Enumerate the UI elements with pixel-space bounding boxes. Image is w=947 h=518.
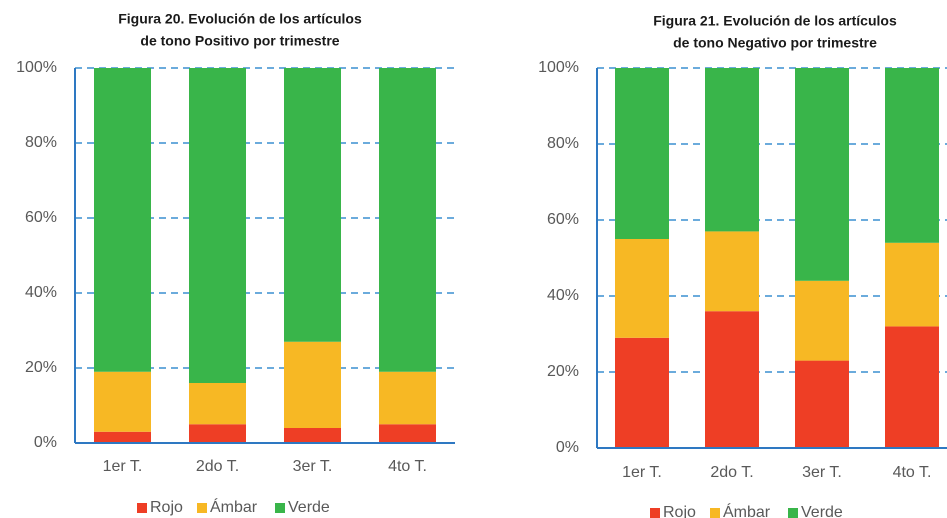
- bar-segment: [795, 280, 849, 361]
- bar-segment: [615, 68, 669, 239]
- bar-segment: [189, 383, 246, 425]
- bar-segment: [94, 68, 151, 372]
- bar-segment: [705, 68, 759, 232]
- x-tick-label: 1er T.: [622, 464, 662, 481]
- x-tick-label: 1er T.: [103, 458, 143, 475]
- chart-title: de tono Negativo por trimestre: [673, 35, 877, 51]
- bar-segment: [379, 424, 436, 443]
- bar-segment: [705, 231, 759, 312]
- y-tick-label: 100%: [16, 59, 57, 76]
- legend-label: Ámbar: [210, 497, 258, 516]
- y-tick-label: 40%: [25, 284, 57, 301]
- bar-segment: [189, 68, 246, 383]
- legend-swatch: [275, 503, 285, 513]
- y-tick-label: 60%: [25, 209, 57, 226]
- y-tick-label: 20%: [25, 359, 57, 376]
- chart-title: Figura 21. Evolución de los artículos: [653, 13, 897, 29]
- y-tick-label: 80%: [25, 134, 57, 151]
- x-tick-label: 2do T.: [710, 464, 753, 481]
- x-tick-label: 4to T.: [388, 458, 427, 475]
- bar-segment: [705, 311, 759, 448]
- chart: Figura 20. Evolución de los artículos de …: [16, 11, 455, 516]
- legend-label: Verde: [801, 504, 843, 518]
- bar-segment: [795, 68, 849, 281]
- y-tick-label: 0%: [34, 434, 57, 451]
- y-tick-label: 60%: [547, 211, 579, 228]
- x-tick-label: 2do T.: [196, 458, 239, 475]
- legend-swatch: [710, 508, 720, 518]
- bar-segment: [885, 68, 939, 243]
- y-tick-label: 40%: [547, 287, 579, 304]
- y-tick-label: 0%: [556, 439, 579, 456]
- x-tick-label: 3er T.: [802, 464, 842, 481]
- legend-swatch: [137, 503, 147, 513]
- legend-label: Verde: [288, 499, 330, 516]
- y-tick-label: 20%: [547, 363, 579, 380]
- bar-segment: [885, 326, 939, 448]
- bar-segment: [795, 360, 849, 448]
- bar-segment: [284, 341, 341, 428]
- legend-label: Rojo: [663, 504, 696, 518]
- bar-segment: [284, 68, 341, 342]
- bar-segment: [189, 424, 246, 443]
- x-tick-label: 3er T.: [293, 458, 333, 475]
- bar-segment: [615, 239, 669, 338]
- chart-title: de tono Positivo por trimestre: [140, 33, 339, 49]
- chart: Figura 21. Evolución de los artículos de …: [538, 13, 947, 518]
- bar-segment: [379, 68, 436, 372]
- bar-segment: [615, 337, 669, 448]
- x-tick-label: 4to T.: [893, 464, 932, 481]
- legend-swatch: [788, 508, 798, 518]
- legend-swatch: [197, 503, 207, 513]
- bar-segment: [284, 428, 341, 443]
- y-tick-label: 80%: [547, 135, 579, 152]
- legend-swatch: [650, 508, 660, 518]
- legend-label: Ámbar: [723, 502, 771, 518]
- bar-segment: [379, 371, 436, 425]
- y-tick-label: 100%: [538, 59, 579, 76]
- bar-segment: [94, 371, 151, 432]
- chart-title: Figura 20. Evolución de los artículos: [118, 11, 362, 27]
- bar-segment: [94, 431, 151, 443]
- bar-segment: [885, 242, 939, 327]
- legend-label: Rojo: [150, 499, 183, 516]
